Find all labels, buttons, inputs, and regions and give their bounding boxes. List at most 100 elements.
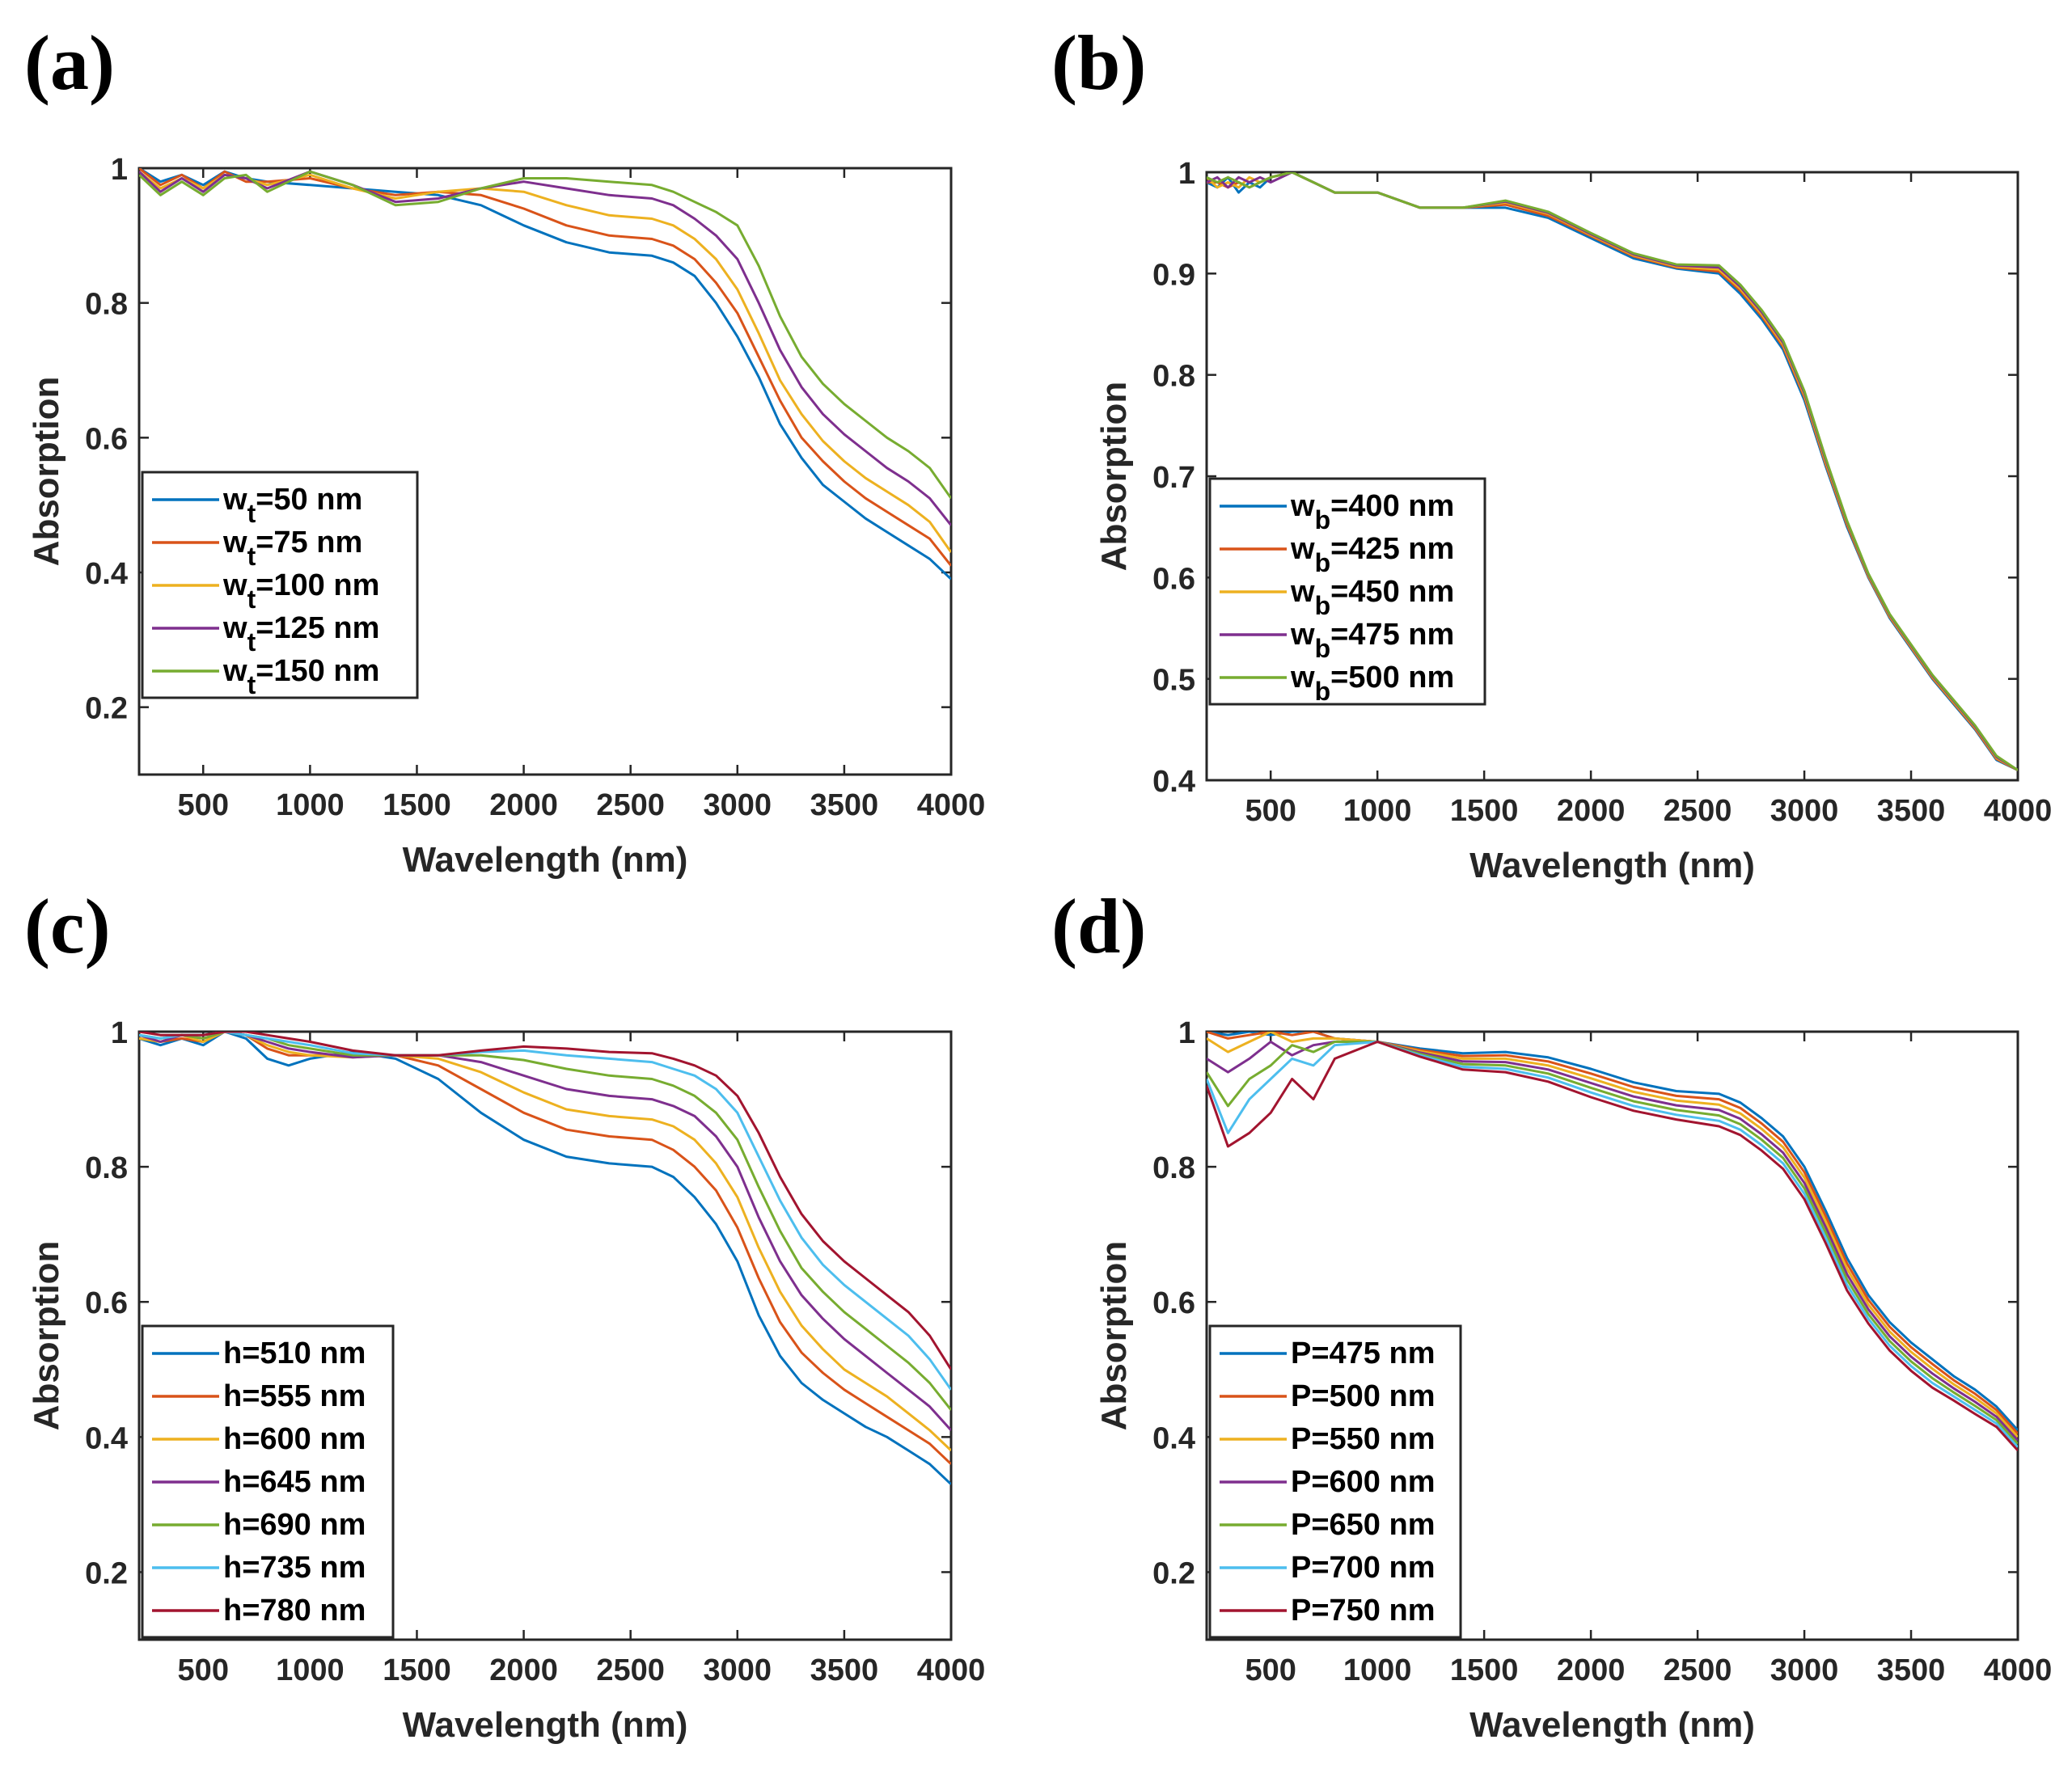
legend-label: P=500 nm [1291, 1379, 1436, 1413]
y-tick-label: 0.4 [1152, 1421, 1195, 1455]
y-tick-label: 0.6 [85, 1286, 128, 1320]
legend-label: wb=400 nm [1290, 489, 1454, 534]
x-tick-label: 3000 [1770, 794, 1839, 828]
x-tick-label: 1500 [383, 1653, 451, 1687]
series-line [139, 170, 951, 500]
y-tick-label: 0.4 [1152, 765, 1195, 799]
y-tick-label: 0.2 [85, 1556, 128, 1590]
x-tick-label: 2500 [1664, 1653, 1732, 1687]
series-line [139, 170, 951, 526]
x-tick-label: 500 [178, 1653, 229, 1687]
y-tick-label: 0.6 [85, 422, 128, 456]
x-tick-label: 500 [178, 788, 229, 822]
y-tick-label: 0.6 [1152, 562, 1195, 596]
y-tick-label: 0.6 [1152, 1286, 1195, 1320]
legend-label: h=645 nm [223, 1465, 366, 1499]
x-tick-label: 3000 [704, 1653, 772, 1687]
x-tick-label: 4000 [917, 788, 986, 822]
y-tick-label: 0.8 [85, 1151, 128, 1185]
series-line [1207, 172, 2018, 771]
y-axis-label: Absorption [1094, 1241, 1134, 1431]
series-line [139, 1032, 951, 1391]
legend-box [141, 471, 419, 699]
y-tick-label: 1 [111, 153, 128, 187]
y-tick-label: 1 [1178, 157, 1195, 191]
legend-label: h=735 nm [223, 1551, 366, 1585]
y-tick-label: 0.9 [1152, 258, 1195, 292]
legend-label: h=780 nm [223, 1594, 366, 1628]
panel-d: (d) 500 1000 1500 2000 2500 3000 3500 4000 0.2 0.4… [1051, 883, 2052, 1745]
x-tick-label: 2000 [489, 1653, 558, 1687]
x-tick-label: 3000 [704, 788, 772, 822]
panel-label: (c) [24, 883, 111, 969]
x-tick-label: 3500 [810, 788, 879, 822]
y-axis-label: Absorption [1094, 382, 1134, 572]
x-tick-label: 2000 [1557, 794, 1626, 828]
y-axis-label: Absorption [27, 1241, 66, 1431]
legend-label: h=555 nm [223, 1379, 366, 1413]
legend-label: wt=150 nm [222, 654, 379, 699]
panel-b: (b) 500 1000 1500 2000 2500 3000 3500 4000 0.4 0.5… [1051, 19, 2052, 885]
legend-label: P=550 nm [1291, 1422, 1436, 1456]
x-tick-label: 3500 [1877, 794, 1946, 828]
legend-label: P=475 nm [1291, 1336, 1436, 1370]
panel-c: (c) 500 1000 1500 2000 2500 3000 3500 4000 0.2 0.4… [24, 883, 985, 1745]
x-tick-label: 2000 [1557, 1653, 1626, 1687]
x-tick-label: 1500 [383, 788, 451, 822]
y-tick-label: 0.7 [1152, 461, 1195, 495]
y-tick-label: 0.8 [1152, 360, 1195, 394]
x-tick-label: 500 [1245, 1653, 1296, 1687]
series-line [1207, 1032, 2018, 1435]
x-tick-label: 1500 [1450, 794, 1519, 828]
x-tick-label: 3000 [1770, 1653, 1839, 1687]
y-tick-label: 1 [1178, 1016, 1195, 1050]
x-axis-label: Wavelength (nm) [1469, 846, 1755, 885]
x-axis-label: Wavelength (nm) [403, 1705, 688, 1745]
y-tick-label: 1 [111, 1016, 128, 1050]
x-tick-label: 2000 [489, 788, 558, 822]
x-tick-label: 2500 [1664, 794, 1732, 828]
x-tick-label: 2500 [596, 1653, 665, 1687]
legend-label: P=750 nm [1291, 1594, 1436, 1628]
y-tick-label: 0.8 [85, 288, 128, 322]
legend-label: h=690 nm [223, 1508, 366, 1542]
series-line [1207, 1041, 2018, 1442]
x-axis-label: Wavelength (nm) [403, 840, 688, 880]
legend-label: wt=75 nm [222, 526, 362, 571]
x-tick-label: 500 [1245, 794, 1296, 828]
legend-label: wb=500 nm [1290, 661, 1454, 706]
y-tick-label: 0.4 [85, 1421, 128, 1455]
series-line [1207, 1041, 2018, 1448]
legend-label: wb=450 nm [1290, 575, 1454, 620]
legend-label: h=600 nm [223, 1422, 366, 1456]
series-line [1207, 1032, 2018, 1438]
legend-label: P=650 nm [1291, 1508, 1436, 1542]
series-line [139, 1032, 951, 1485]
panel-label: (b) [1051, 19, 1146, 106]
x-tick-label: 1000 [1343, 1653, 1412, 1687]
legend-label: P=600 nm [1291, 1465, 1436, 1499]
y-tick-label: 0.2 [1152, 1556, 1195, 1590]
y-tick-label: 0.5 [1152, 664, 1195, 698]
legend-label: P=700 nm [1291, 1551, 1436, 1585]
x-tick-label: 2500 [596, 788, 665, 822]
x-tick-label: 4000 [1984, 1653, 2053, 1687]
legend-label: wt=50 nm [222, 483, 362, 528]
series-line [139, 168, 951, 567]
x-tick-label: 4000 [917, 1653, 986, 1687]
legend-label: wb=475 nm [1290, 618, 1454, 663]
x-tick-label: 1000 [276, 788, 345, 822]
legend-label: h=510 nm [223, 1336, 366, 1370]
panel-label: (a) [24, 19, 115, 106]
panel-a: (a) 500 1000 1500 2000 2500 3000 3500 4000 0.2 0.4… [24, 19, 985, 880]
x-tick-label: 4000 [1984, 794, 2053, 828]
panel-label: (d) [1051, 883, 1146, 969]
y-tick-label: 0.4 [85, 557, 128, 591]
x-tick-label: 1500 [1450, 1653, 1519, 1687]
series-line [1207, 1032, 2018, 1432]
series-line [1207, 1041, 2018, 1445]
series-line [1207, 1041, 2018, 1452]
y-axis-label: Absorption [27, 377, 66, 567]
series-line [139, 1032, 951, 1370]
